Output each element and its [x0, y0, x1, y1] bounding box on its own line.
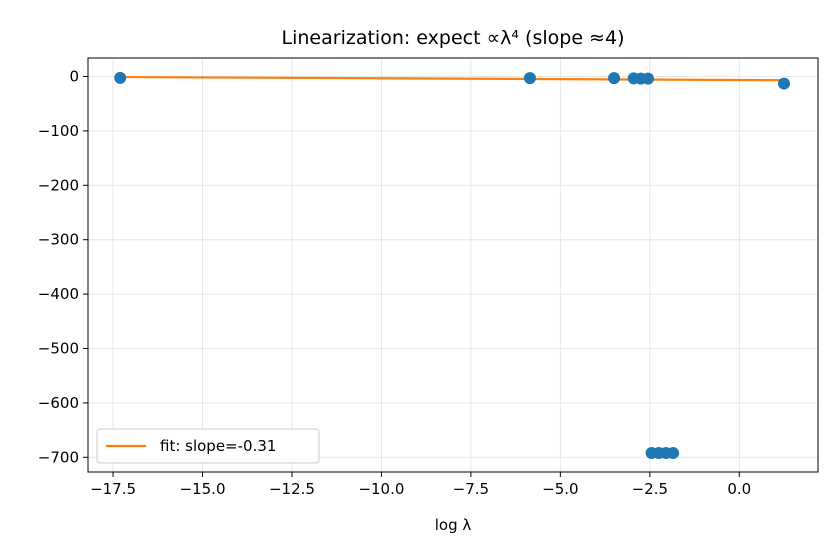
legend-label-fit: fit: slope=-0.31 [160, 437, 276, 455]
x-tick-label: −17.5 [90, 480, 136, 498]
y-tick-label: −300 [38, 231, 79, 249]
legend-box [96, 428, 320, 464]
legend: fit: slope=-0.31 [96, 428, 320, 464]
data-point [523, 72, 536, 85]
grid-lines [88, 58, 818, 472]
axis-ticks: −17.5 −15.0 −12.5 −10.0 −7.5 −5.0 −2.5 0.0 0 −100… [38, 67, 751, 498]
x-tick-label: −5.0 [542, 480, 578, 498]
x-tick-label: −7.5 [453, 480, 489, 498]
x-tick-label: −15.0 [180, 480, 226, 498]
y-tick-label: −100 [38, 122, 79, 140]
y-tick-label: 0 [69, 67, 79, 85]
chart-title: Linearization: expect ∝λ⁴ (slope ≈4) [282, 27, 625, 49]
data-point [642, 72, 655, 85]
data-point [778, 77, 791, 90]
data-point [608, 72, 621, 85]
y-tick-label: −600 [38, 394, 79, 412]
y-tick-label: −200 [38, 176, 79, 194]
x-tick-label: 0.0 [727, 480, 751, 498]
x-tick-label: −2.5 [632, 480, 668, 498]
data-point [114, 71, 127, 84]
y-tick-label: −500 [38, 340, 79, 358]
data-points-layer [114, 71, 791, 459]
x-axis-label: log λ [435, 516, 472, 534]
y-tick-label: −700 [38, 448, 79, 466]
data-point [667, 446, 680, 459]
x-tick-label: −10.0 [358, 480, 404, 498]
axes-frame [87, 57, 819, 473]
x-tick-label: −12.5 [269, 480, 315, 498]
fit-line [120, 75, 785, 82]
y-tick-label: −400 [38, 285, 79, 303]
fit-line-layer [120, 75, 785, 82]
